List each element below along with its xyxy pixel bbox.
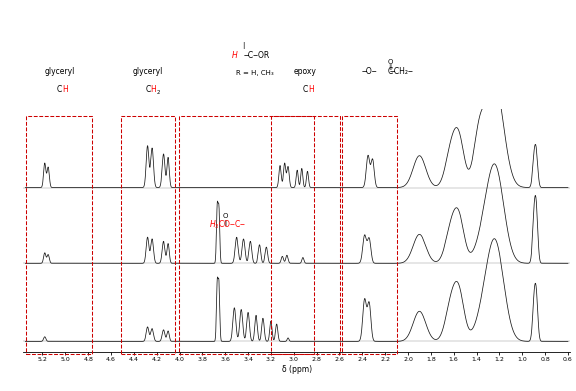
- Text: C: C: [56, 85, 62, 94]
- Text: H: H: [62, 85, 68, 94]
- Text: ‒C‒OR: ‒C‒OR: [244, 51, 270, 60]
- Bar: [121, 116, 175, 354]
- Text: |: |: [242, 42, 245, 49]
- Text: H: H: [232, 51, 238, 60]
- Text: ‒O‒: ‒O‒: [362, 67, 378, 76]
- Text: epoxy: epoxy: [294, 67, 317, 76]
- Text: glyceryl: glyceryl: [44, 67, 74, 76]
- Text: O: O: [222, 213, 228, 219]
- Text: O: O: [387, 59, 393, 65]
- Bar: [179, 116, 314, 354]
- Text: 2: 2: [157, 90, 160, 95]
- Bar: [271, 116, 340, 354]
- Text: H: H: [308, 85, 314, 94]
- Text: R = H, CH₃: R = H, CH₃: [236, 70, 274, 76]
- X-axis label: δ (ppm): δ (ppm): [282, 364, 312, 373]
- Text: C: C: [387, 67, 393, 76]
- Text: glyceryl: glyceryl: [133, 67, 163, 76]
- Bar: [342, 116, 397, 354]
- Text: C: C: [302, 85, 308, 94]
- Text: $\mathit{H_3}$CO‒C‒: $\mathit{H_3}$CO‒C‒: [209, 218, 246, 231]
- Text: ‒CH₂‒: ‒CH₂‒: [389, 67, 414, 76]
- Bar: [26, 116, 92, 354]
- Text: ∥: ∥: [388, 65, 392, 70]
- Text: ∥: ∥: [223, 220, 226, 226]
- Text: H: H: [150, 85, 156, 94]
- Text: C: C: [145, 85, 151, 94]
